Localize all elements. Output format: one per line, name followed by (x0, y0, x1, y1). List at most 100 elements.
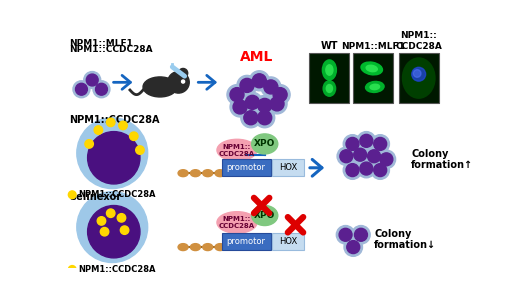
Circle shape (360, 134, 373, 147)
Circle shape (93, 81, 110, 98)
Circle shape (347, 240, 359, 253)
Ellipse shape (203, 170, 213, 177)
Circle shape (344, 238, 363, 256)
Text: NPM1::MLF1: NPM1::MLF1 (341, 42, 405, 51)
Text: NPM1::CCDC28A: NPM1::CCDC28A (78, 190, 156, 199)
Circle shape (95, 83, 107, 95)
FancyBboxPatch shape (271, 159, 304, 176)
Circle shape (346, 164, 359, 177)
Circle shape (227, 85, 247, 105)
Circle shape (343, 135, 362, 153)
Circle shape (97, 217, 106, 225)
Circle shape (412, 67, 426, 81)
Text: NPM1::
CCDC28A: NPM1:: CCDC28A (219, 144, 255, 157)
Circle shape (181, 80, 184, 83)
Circle shape (168, 72, 189, 93)
Circle shape (84, 72, 100, 88)
Ellipse shape (217, 212, 257, 233)
Circle shape (249, 71, 269, 91)
Text: WT: WT (321, 41, 338, 51)
Ellipse shape (191, 170, 200, 177)
Circle shape (354, 148, 367, 161)
Circle shape (233, 100, 247, 114)
Text: promotor: promotor (227, 163, 266, 172)
Circle shape (339, 228, 352, 241)
Circle shape (88, 132, 140, 184)
Circle shape (337, 147, 355, 166)
Text: NPM1::CCDC28A: NPM1::CCDC28A (69, 115, 160, 125)
Ellipse shape (322, 80, 336, 97)
Ellipse shape (252, 206, 278, 225)
Ellipse shape (178, 244, 188, 250)
Circle shape (264, 80, 278, 94)
Circle shape (270, 85, 290, 105)
Text: Colony
formation↑: Colony formation↑ (411, 148, 473, 170)
Ellipse shape (361, 61, 383, 76)
Circle shape (179, 68, 188, 78)
Ellipse shape (322, 59, 337, 81)
Circle shape (413, 70, 421, 77)
Circle shape (360, 162, 373, 175)
Ellipse shape (215, 170, 225, 177)
Circle shape (76, 83, 88, 95)
Circle shape (242, 92, 263, 112)
Circle shape (357, 132, 376, 150)
Circle shape (380, 153, 393, 166)
Ellipse shape (369, 84, 380, 90)
Circle shape (77, 118, 148, 189)
Circle shape (261, 77, 281, 97)
Text: Colony
formation↓: Colony formation↓ (374, 229, 436, 250)
Text: promotor: promotor (227, 237, 266, 246)
Circle shape (230, 88, 244, 102)
Circle shape (371, 161, 390, 179)
Circle shape (267, 94, 287, 114)
Circle shape (357, 159, 376, 178)
FancyBboxPatch shape (222, 233, 271, 250)
Text: HOX: HOX (279, 163, 297, 172)
Circle shape (354, 228, 367, 241)
Ellipse shape (215, 244, 225, 250)
FancyBboxPatch shape (222, 159, 271, 176)
Ellipse shape (191, 244, 200, 250)
Circle shape (241, 108, 261, 128)
Ellipse shape (203, 244, 213, 250)
Circle shape (336, 225, 355, 244)
Circle shape (240, 78, 254, 92)
Circle shape (120, 226, 129, 234)
Circle shape (77, 192, 148, 262)
Text: NPM1::CCDC28A: NPM1::CCDC28A (78, 265, 156, 274)
Circle shape (68, 265, 76, 273)
Circle shape (377, 150, 396, 169)
Circle shape (343, 161, 362, 179)
Ellipse shape (365, 81, 385, 93)
Circle shape (119, 121, 127, 130)
Ellipse shape (365, 64, 378, 72)
Circle shape (273, 88, 287, 102)
Circle shape (237, 75, 257, 95)
Circle shape (252, 74, 266, 88)
Circle shape (351, 145, 369, 164)
Circle shape (230, 97, 250, 117)
Circle shape (371, 135, 390, 153)
Circle shape (373, 138, 386, 150)
Ellipse shape (178, 170, 188, 177)
Circle shape (68, 191, 76, 199)
Circle shape (270, 97, 284, 111)
Ellipse shape (325, 64, 334, 76)
Circle shape (352, 225, 370, 244)
Circle shape (130, 132, 138, 141)
FancyBboxPatch shape (271, 233, 304, 250)
Circle shape (100, 228, 109, 236)
Circle shape (136, 146, 144, 154)
Circle shape (257, 111, 272, 125)
Text: HOX: HOX (279, 237, 297, 246)
Text: NPM1::
CCDC28A: NPM1:: CCDC28A (395, 31, 442, 51)
Circle shape (255, 95, 275, 115)
Circle shape (255, 108, 275, 128)
Circle shape (117, 214, 126, 222)
Ellipse shape (252, 134, 278, 154)
Ellipse shape (402, 57, 436, 99)
Text: NPM1::MLF1: NPM1::MLF1 (69, 39, 133, 48)
Circle shape (87, 74, 98, 86)
Ellipse shape (326, 84, 333, 93)
